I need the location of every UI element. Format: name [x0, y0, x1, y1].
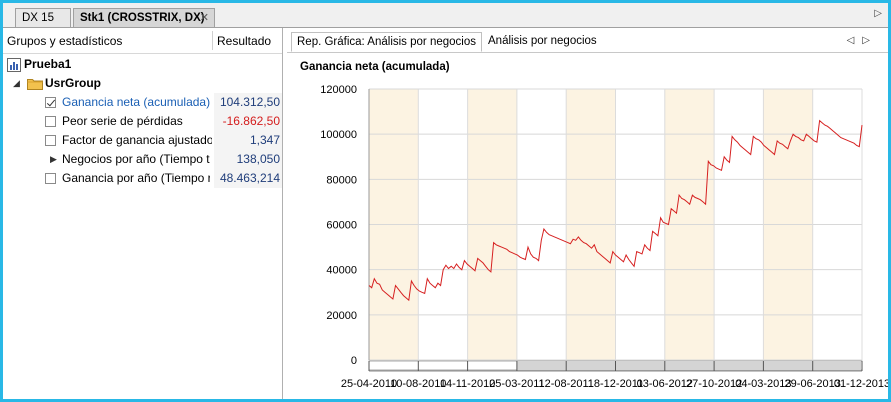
- tree-item-ganancia-neta[interactable]: Ganancia neta (acumulada) 104.312,50: [3, 93, 282, 112]
- item-checkbox[interactable]: [45, 173, 56, 184]
- tree-item-factor-ganancia[interactable]: Factor de ganancia ajustado 1,347: [3, 131, 282, 150]
- tab-label: Stk1 (CROSSTRIX, DX): [80, 12, 205, 24]
- value-cell-bg: [214, 150, 282, 169]
- x-tick-label: 27-10-2012: [686, 378, 742, 390]
- tab-dx-15m[interactable]: DX 15 m: [15, 8, 71, 42]
- tree-item-ganancia-por-ano[interactable]: Ganancia por año (Tiempo r 48.463,214: [3, 169, 282, 188]
- item-value: 1,347: [249, 133, 280, 147]
- item-label: Ganancia neta (acumulada): [62, 95, 211, 109]
- tree-item-peor-serie[interactable]: Peor serie de pérdidas -16.862,50: [3, 112, 282, 131]
- x-tick-label: 10-08-2010: [390, 378, 446, 390]
- item-label: Peor serie de pérdidas: [62, 114, 183, 128]
- y-tick-label: 60000: [326, 220, 357, 232]
- x-tick-label: 04-03-2013: [735, 378, 791, 390]
- tree-header: Grupos y estadísticos Resultado: [3, 28, 282, 54]
- tree-group-label: UsrGroup: [45, 76, 102, 90]
- folder-icon: [27, 79, 43, 90]
- tab-rep-grafica[interactable]: Rep. Gráfica: Análisis por negocios: [291, 32, 482, 52]
- x-tick-label: 14-11-2010: [440, 378, 495, 390]
- x-tick-label: 25-03-2011: [489, 378, 544, 390]
- y-tick-label: 0: [351, 355, 357, 367]
- item-value: 138,050: [236, 152, 280, 166]
- close-icon[interactable]: ✕: [199, 12, 209, 24]
- tree-node-root[interactable]: Prueba1: [3, 55, 282, 74]
- equity-series-line: [368, 119, 863, 302]
- equity-curve-chart[interactable]: 0 20000 40000 60000 80000 100000 120000 25-04-2…: [287, 28, 888, 399]
- x-tick-label: 01-12-2013: [834, 378, 888, 390]
- tab-analisis-negocios[interactable]: Análisis por negocios: [488, 35, 597, 47]
- chart-report-icon: [7, 58, 21, 72]
- item-label: Factor de ganancia ajustado: [62, 133, 212, 147]
- x-tick-label: 12-08-2011: [538, 378, 593, 390]
- value-cell-bg: [214, 93, 282, 112]
- x-tick-label: 03-06-2012: [637, 378, 693, 390]
- y-tick-label: 100000: [320, 129, 357, 141]
- y-tick-label: 80000: [326, 174, 357, 186]
- x-tick-label: 25-04-2010: [341, 378, 397, 390]
- report-tab-bar: Rep. Gráfica: Análisis por negocios Anál…: [287, 32, 888, 53]
- item-label: Ganancia por año (Tiempo r: [62, 171, 210, 185]
- collapse-arrow-icon[interactable]: ◢: [13, 78, 20, 88]
- item-checkbox[interactable]: [45, 116, 56, 127]
- item-label: Negocios por año (Tiempo t: [62, 152, 210, 166]
- chevron-right-icon[interactable]: ▷: [874, 8, 882, 19]
- y-tick-label: 20000: [326, 310, 357, 322]
- column-divider[interactable]: [212, 31, 213, 50]
- x-tick-label: 29-06-2013: [785, 378, 841, 390]
- x-tick-label: 18-12-2011: [588, 378, 643, 390]
- range-scroll-thumb[interactable]: [516, 362, 861, 369]
- tab-stk1[interactable]: Stk1 (CROSSTRIX, DX) ✕: [73, 8, 215, 27]
- y-tick-label: 120000: [320, 84, 357, 96]
- value-cell-bg: [214, 112, 282, 131]
- item-checkbox-checked[interactable]: [45, 97, 56, 108]
- item-checkbox[interactable]: [45, 135, 56, 146]
- tree-item-negocios-por-ano[interactable]: ▶ Negocios por año (Tiempo t 138,050: [3, 150, 282, 169]
- column-header-result[interactable]: Resultado: [217, 34, 272, 48]
- column-header-groups[interactable]: Grupos y estadísticos: [7, 34, 123, 48]
- item-value: -16.862,50: [222, 114, 280, 128]
- expand-arrow-icon[interactable]: ▶: [50, 154, 57, 164]
- item-value: 48.463,214: [219, 171, 280, 185]
- tree-root-label: Prueba1: [24, 57, 72, 71]
- value-cell-bg: [214, 169, 282, 188]
- tab-scroll-arrows-icon[interactable]: ◁▷: [846, 35, 878, 46]
- statistics-tree-pane: Grupos y estadísticos Resultado Prueba1 …: [3, 28, 283, 399]
- document-tab-bar: DX 15 m Stk1 (CROSSTRIX, DX)✕ ▷: [3, 3, 888, 42]
- item-value: 104.312,50: [219, 95, 280, 109]
- chart-pane: Rep. Gráfica: Análisis por negocios Anál…: [287, 28, 888, 399]
- chart-title: Ganancia neta (acumulada): [300, 61, 450, 73]
- tree-node-group[interactable]: ◢ UsrGroup: [3, 74, 282, 93]
- value-cell-bg: [214, 131, 282, 150]
- y-tick-label: 40000: [326, 265, 357, 277]
